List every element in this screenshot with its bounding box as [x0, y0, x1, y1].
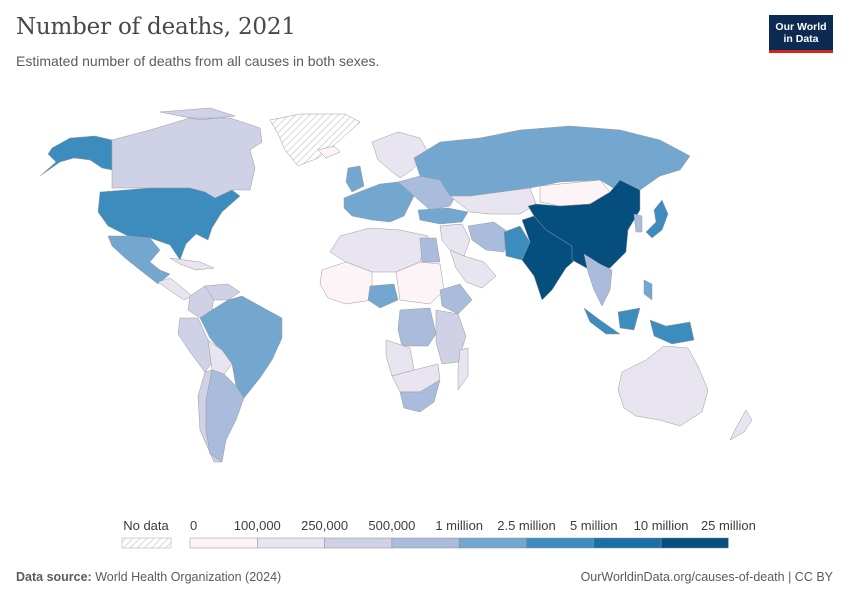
region-madagascar[interactable] — [457, 347, 469, 391]
region-brazil[interactable] — [199, 295, 283, 399]
region-new-zealand[interactable] — [729, 409, 753, 441]
data-source: Data source: World Health Organization (… — [16, 570, 281, 584]
region-alaska[interactable] — [39, 135, 113, 177]
data-source-label: Data source: — [16, 570, 92, 584]
region-chile[interactable] — [197, 369, 223, 463]
legend-swatch-4 — [458, 537, 527, 549]
region-east-africa[interactable] — [435, 309, 467, 365]
chart-title: Number of deaths, 2021 — [16, 14, 296, 40]
map-regions — [39, 107, 753, 463]
region-west-africa[interactable] — [319, 261, 373, 305]
legend-swatch-1 — [257, 537, 325, 549]
region-venezuela[interactable] — [204, 283, 241, 301]
legend: No data 0 100,000 250,000 500,000 1 million 2… — [121, 518, 756, 549]
legend-label-0: 0 — [190, 518, 197, 533]
logo-line-1: Our World — [775, 21, 827, 33]
region-mexico[interactable] — [107, 235, 171, 285]
legend-swatch-5 — [526, 537, 595, 549]
region-southeast-asia[interactable] — [583, 253, 613, 307]
region-south-africa[interactable] — [399, 379, 441, 413]
legend-label-7: 10 million — [634, 518, 689, 533]
world-map[interactable] — [0, 100, 850, 500]
region-iran[interactable] — [467, 221, 509, 253]
data-source-value: World Health Organization (2024) — [91, 570, 282, 584]
legend-swatch-2 — [324, 537, 393, 549]
source-url[interactable]: OurWorldinData.org/causes-of-death | CC … — [580, 570, 833, 584]
legend-swatch-6 — [593, 537, 662, 549]
region-ethiopia[interactable] — [439, 283, 473, 315]
region-australia[interactable] — [617, 345, 709, 427]
region-nigeria[interactable] — [367, 283, 399, 309]
region-indonesia[interactable] — [583, 307, 695, 345]
region-dr-congo[interactable] — [397, 307, 437, 347]
legend-swatch-7 — [660, 537, 729, 549]
region-united-kingdom[interactable] — [345, 165, 365, 193]
region-scandinavia[interactable] — [371, 131, 429, 179]
region-peru[interactable] — [177, 317, 215, 373]
region-greenland[interactable] — [269, 113, 361, 167]
logo-line-2: in Data — [783, 33, 819, 45]
region-western-europe[interactable] — [343, 181, 415, 223]
owid-logo[interactable]: Our World in Data — [769, 15, 833, 53]
region-saudi-arabia[interactable] — [449, 249, 497, 289]
legend-swatch-0 — [189, 537, 258, 549]
region-china[interactable] — [527, 179, 641, 271]
legend-label-8: 25 million — [701, 518, 756, 533]
region-bolivia[interactable] — [207, 339, 233, 375]
region-philippines[interactable] — [643, 279, 653, 301]
legend-bins: 0 100,000 250,000 500,000 1 million 2.5 milli… — [189, 518, 756, 549]
region-canada[interactable] — [111, 107, 263, 199]
legend-label-1: 100,000 — [234, 518, 281, 533]
region-japan[interactable] — [645, 199, 669, 239]
region-turkey[interactable] — [417, 207, 469, 225]
legend-label-6: 5 million — [570, 518, 618, 533]
legend-no-data-label: No data — [123, 518, 169, 533]
region-egypt[interactable] — [419, 237, 441, 263]
chart-subtitle: Estimated number of deaths from all caus… — [16, 53, 380, 69]
region-korea[interactable] — [633, 213, 643, 233]
legend-label-3: 500,000 — [368, 518, 415, 533]
region-iceland[interactable] — [317, 145, 341, 159]
legend-label-2: 250,000 — [301, 518, 348, 533]
region-middle-east[interactable] — [439, 223, 471, 257]
legend-label-5: 2.5 million — [497, 518, 556, 533]
legend-swatch-3 — [391, 537, 460, 549]
legend-label-4: 1 million — [435, 518, 483, 533]
legend-no-data-swatch — [121, 537, 172, 549]
